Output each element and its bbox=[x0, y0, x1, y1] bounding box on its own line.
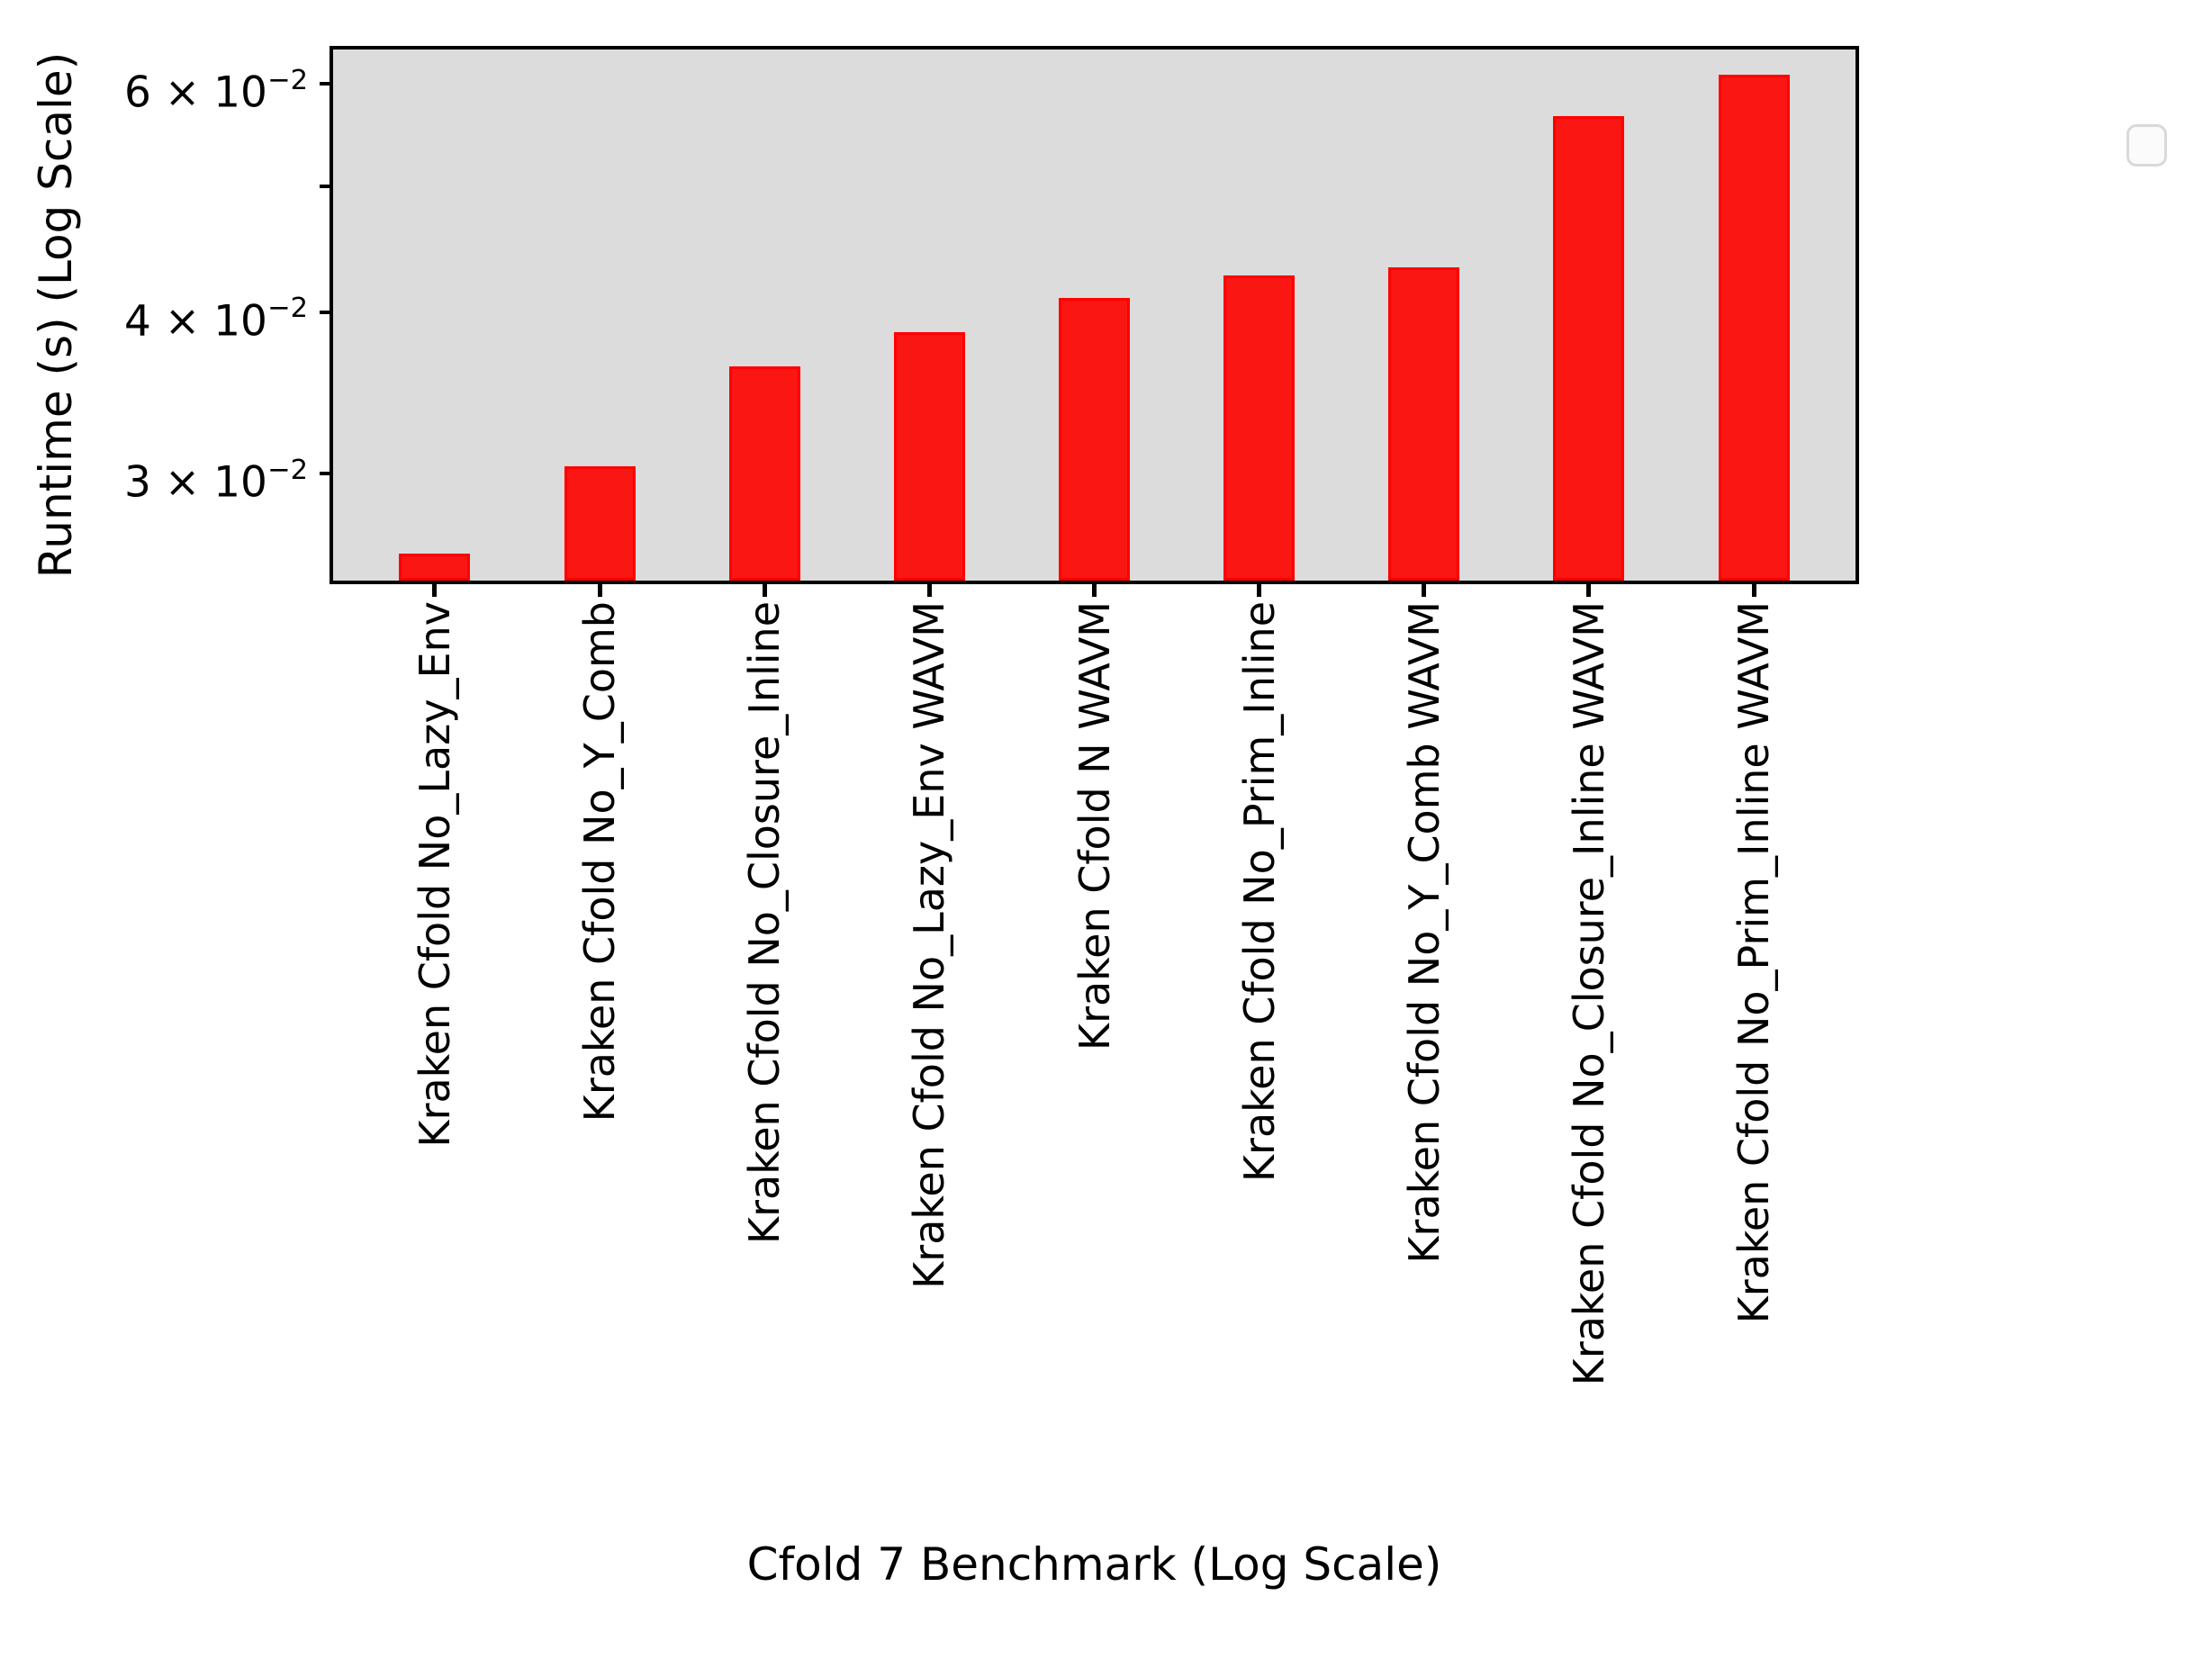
bar-6 bbox=[1388, 267, 1460, 581]
y-tick-label-3: 3 × 10−2 bbox=[0, 448, 308, 509]
x-tick-mark-7 bbox=[1586, 582, 1592, 597]
bar-3 bbox=[893, 331, 965, 581]
y-tick-label-exponent: −2 bbox=[266, 65, 308, 97]
x-axis-title: Cfold 7 Benchmark (Log Scale) bbox=[746, 1538, 1442, 1591]
x-tick-label-2: Kraken Cfold No_Closure_Inline bbox=[740, 601, 790, 1245]
y-tick-mark-3 bbox=[320, 472, 332, 476]
x-tick-mark-3 bbox=[926, 582, 932, 597]
bar-4 bbox=[1059, 298, 1130, 581]
x-tick-mark-2 bbox=[762, 582, 767, 597]
x-tick-label-5: Kraken Cfold No_Prim_Inline bbox=[1234, 601, 1284, 1183]
y-tick-mark-1 bbox=[320, 185, 332, 189]
x-tick-label-8: Kraken Cfold No_Prim_Inline WAVM bbox=[1729, 601, 1779, 1324]
bar-8 bbox=[1718, 75, 1790, 581]
y-tick-label-exponent: −2 bbox=[266, 455, 308, 487]
x-tick-label-6: Kraken Cfold No_Y_Comb WAVM bbox=[1399, 601, 1449, 1264]
bar-1 bbox=[564, 465, 636, 581]
x-tick-mark-4 bbox=[1092, 582, 1097, 597]
y-tick-label-exponent: −2 bbox=[266, 293, 308, 325]
x-tick-mark-5 bbox=[1257, 582, 1262, 597]
y-tick-label-mantissa: 3 × 10 bbox=[123, 457, 267, 508]
y-tick-mark-2 bbox=[320, 310, 332, 314]
y-tick-label-mantissa: 4 × 10 bbox=[123, 296, 267, 347]
bar-0 bbox=[399, 554, 471, 581]
x-tick-mark-8 bbox=[1751, 582, 1756, 597]
x-tick-label-4: Kraken Cfold N WAVM bbox=[1070, 601, 1119, 1051]
x-tick-label-7: Kraken Cfold No_Closure_Inline WAVM bbox=[1564, 601, 1613, 1386]
bar-5 bbox=[1223, 275, 1296, 581]
y-tick-label-0: 6 × 10−2 bbox=[0, 59, 308, 119]
x-tick-mark-0 bbox=[432, 582, 438, 597]
y-tick-label-2: 4 × 10−2 bbox=[0, 287, 308, 347]
x-tick-label-0: Kraken Cfold No_Lazy_Env bbox=[410, 601, 459, 1148]
x-tick-label-1: Kraken Cfold No_Y_Comb bbox=[575, 601, 625, 1123]
y-tick-label-mantissa: 6 × 10 bbox=[123, 68, 267, 118]
y-tick-mark-0 bbox=[320, 82, 332, 86]
x-tick-label-3: Kraken Cfold No_Lazy_Env WAVM bbox=[905, 601, 954, 1289]
bar-2 bbox=[728, 366, 800, 581]
legend-box bbox=[2126, 124, 2167, 167]
x-tick-mark-6 bbox=[1422, 582, 1427, 597]
x-tick-mark-1 bbox=[597, 582, 602, 597]
bar-7 bbox=[1553, 115, 1625, 581]
